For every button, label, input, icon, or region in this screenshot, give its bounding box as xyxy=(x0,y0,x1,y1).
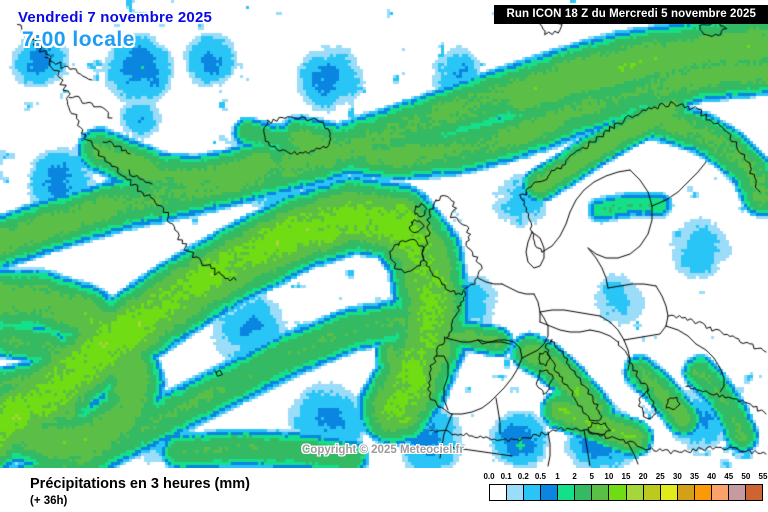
legend-tick: 25 xyxy=(655,472,665,481)
legend-swatch xyxy=(643,485,661,500)
legend-tick: 0.5 xyxy=(534,472,546,481)
legend-swatch xyxy=(524,485,542,500)
legend-tick: 15 xyxy=(621,472,631,481)
legend-tick: 30 xyxy=(672,472,682,481)
legend-tick: 0.1 xyxy=(500,472,512,481)
legend-swatch xyxy=(728,485,746,500)
legend-swatch xyxy=(745,485,762,500)
legend-tick: 40 xyxy=(707,472,717,481)
lead-time-label: (+ 36h) xyxy=(30,495,68,507)
legend-swatch xyxy=(609,485,627,500)
legend-swatch xyxy=(490,485,508,500)
legend-swatch xyxy=(558,485,576,500)
legend-swatch xyxy=(575,485,593,500)
legend-tick: 55 xyxy=(758,472,768,481)
map-title: Précipitations en 3 heures (mm) xyxy=(30,476,250,492)
legend-tick: 50 xyxy=(741,472,751,481)
forecast-date-label: Vendredi 7 novembre 2025 xyxy=(18,9,213,26)
coastline-layer xyxy=(0,0,768,468)
legend-tick: 0.0 xyxy=(483,472,495,481)
legend-tick: 2 xyxy=(572,472,577,481)
copyright-notice: Copyright © 2025 Meteociel.fr xyxy=(302,444,464,456)
legend-swatch xyxy=(626,485,644,500)
legend-tick: 10 xyxy=(604,472,614,481)
legend-swatch xyxy=(541,485,559,500)
legend-swatch xyxy=(677,485,695,500)
legend-tick: 45 xyxy=(724,472,734,481)
legend-tick-labels: 0.0 0.1 0.2 0.5 1 2 5 10 15 20 25 30 35 40 45 50 55 xyxy=(483,472,767,484)
legend-color-bar xyxy=(489,484,763,501)
legend-swatch xyxy=(660,485,678,500)
legend-tick: 1 xyxy=(555,472,560,481)
legend-tick: 0.2 xyxy=(517,472,529,481)
legend-swatch xyxy=(592,485,610,500)
color-scale-legend[interactable]: 0.0 0.1 0.2 0.5 1 2 5 10 15 20 25 30 35 40 45 50 55 xyxy=(483,472,767,501)
legend-tick: 20 xyxy=(638,472,648,481)
legend-swatch xyxy=(711,485,729,500)
legend-tick: 35 xyxy=(690,472,699,481)
legend-tick: 5 xyxy=(589,472,594,481)
forecast-time-label: 7:00 locale xyxy=(22,28,135,51)
precipitation-map[interactable] xyxy=(0,0,768,468)
legend-swatch xyxy=(694,485,712,500)
legend-swatch xyxy=(507,485,525,500)
model-run-banner: Run ICON 18 Z du Mercredi 5 novembre 202… xyxy=(494,5,768,24)
